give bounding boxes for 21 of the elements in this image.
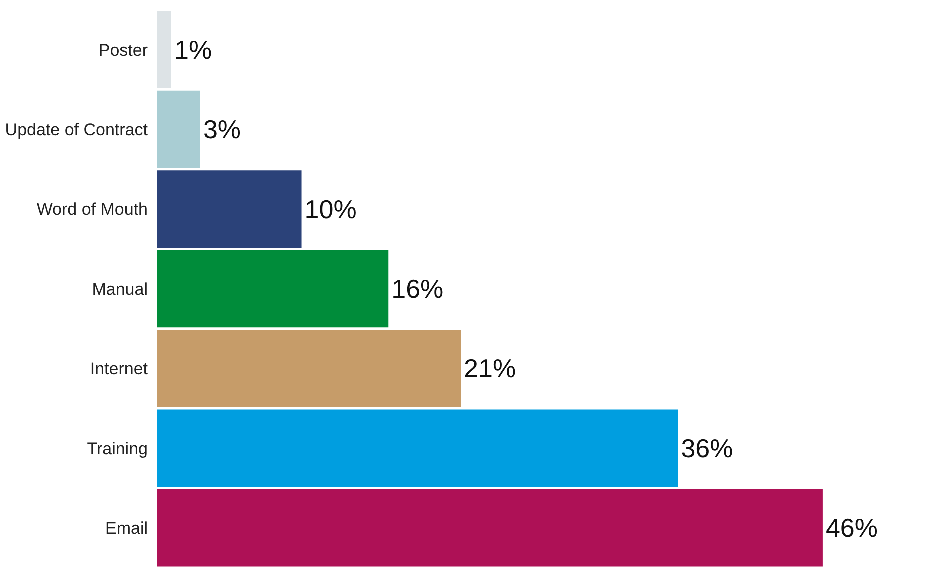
bar (157, 250, 389, 328)
y-tick-label: Manual (92, 280, 148, 299)
data-label: 3% (203, 114, 242, 145)
y-tick-label: Training (87, 439, 148, 458)
data-label: 46% (826, 513, 878, 544)
y-tick-label: Internet (90, 360, 148, 379)
data-label: 36% (681, 433, 734, 464)
y-tick-label: Email (105, 519, 148, 538)
data-label: 21% (464, 354, 516, 384)
data-label: 16% (392, 274, 444, 304)
y-tick-label: Poster (98, 40, 148, 60)
bar (157, 410, 678, 488)
y-tick-label: Update of Contract (5, 120, 148, 140)
y-tick-label: Word of Mouth (36, 200, 148, 220)
data-label: 1% (174, 34, 212, 65)
bar (157, 11, 172, 89)
bar (157, 489, 823, 567)
bar (157, 330, 462, 408)
bar (157, 170, 302, 248)
data-label: 10% (304, 194, 357, 224)
bar (157, 90, 200, 168)
